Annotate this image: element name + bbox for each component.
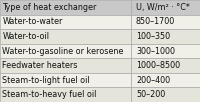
Bar (0, 44, 131, 58)
Text: Feedwater heaters: Feedwater heaters (2, 61, 78, 70)
Bar (131, 73, 200, 87)
Bar (131, 0, 200, 15)
Text: 850–1700: 850–1700 (136, 17, 175, 26)
Text: Steam-to-light fuel oil: Steam-to-light fuel oil (2, 76, 90, 85)
Text: Water-to-oil: Water-to-oil (2, 32, 49, 41)
Bar (131, 44, 200, 58)
Bar (0, 73, 131, 87)
Text: Type of heat exchanger: Type of heat exchanger (2, 3, 97, 12)
Text: Steam-to-heavy fuel oil: Steam-to-heavy fuel oil (2, 90, 97, 99)
Bar (0, 87, 131, 102)
Text: Water-to-gasoline or kerosene: Water-to-gasoline or kerosene (2, 47, 124, 55)
Bar (0, 29, 131, 44)
Bar (0, 15, 131, 29)
Text: Water-to-water: Water-to-water (2, 17, 63, 26)
Bar (0, 0, 131, 15)
Text: 200–400: 200–400 (136, 76, 170, 85)
Bar (0, 58, 131, 73)
Text: U, W/m² · °C*: U, W/m² · °C* (136, 3, 190, 12)
Text: 50–200: 50–200 (136, 90, 165, 99)
Bar (131, 58, 200, 73)
Text: 300–1000: 300–1000 (136, 47, 175, 55)
Bar (131, 15, 200, 29)
Bar (131, 29, 200, 44)
Text: 1000–8500: 1000–8500 (136, 61, 180, 70)
Text: 100–350: 100–350 (136, 32, 170, 41)
Bar (131, 87, 200, 102)
